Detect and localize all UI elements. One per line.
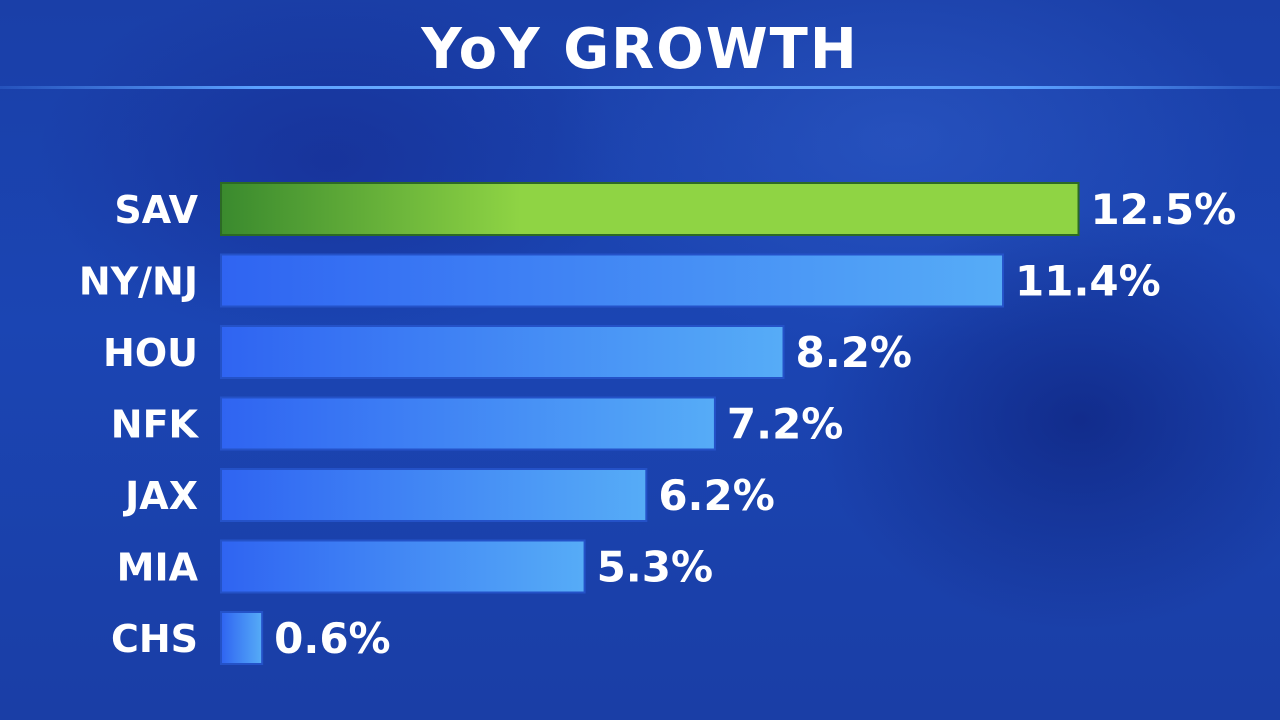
category-label: NFK	[111, 403, 200, 447]
category-label: JAX	[122, 474, 198, 518]
title-divider	[0, 86, 1280, 89]
chart-title: YoY GROWTH	[421, 17, 859, 82]
value-label: 0.6%	[274, 614, 390, 663]
bar-highlight	[220, 182, 1080, 236]
bar	[220, 325, 785, 379]
category-label: HOU	[103, 331, 198, 375]
category-label: MIA	[117, 546, 199, 590]
bar	[220, 253, 1005, 308]
category-label: SAV	[114, 188, 198, 232]
value-label: 7.2%	[727, 400, 843, 449]
bar	[220, 539, 586, 594]
value-label: 5.3%	[597, 543, 713, 592]
bar	[220, 396, 716, 451]
value-label: 11.4%	[1015, 257, 1161, 306]
bar	[220, 468, 648, 522]
value-label: 12.5%	[1091, 185, 1237, 234]
value-label: 8.2%	[796, 328, 912, 377]
bar	[220, 611, 264, 665]
bars-layer: SAV 12.5% NY/NJ 11.4% HOU 8.2% NFK 7.2% JAX 6.2% M…	[79, 182, 1237, 665]
category-label: NY/NJ	[79, 260, 198, 304]
category-label: CHS	[111, 617, 198, 661]
value-label: 6.2%	[658, 471, 774, 520]
